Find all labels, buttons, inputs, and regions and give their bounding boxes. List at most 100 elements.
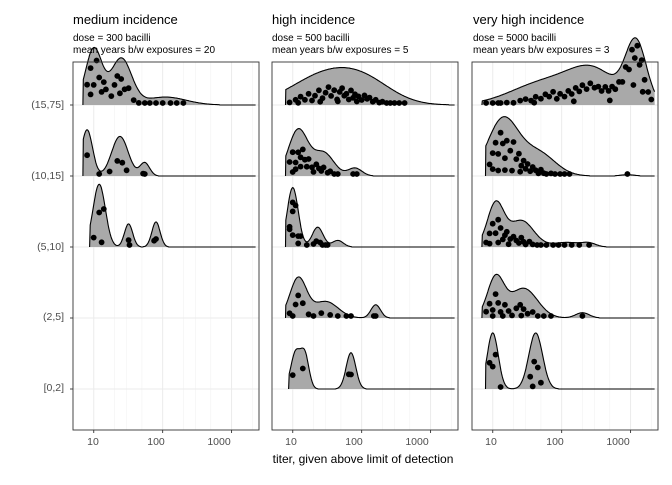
data-point <box>106 168 113 175</box>
data-point <box>561 93 568 100</box>
data-point <box>303 163 310 170</box>
data-point <box>626 66 632 73</box>
data-point <box>557 90 563 97</box>
data-point <box>553 95 560 102</box>
data-point <box>497 129 504 136</box>
data-point <box>489 313 496 319</box>
data-point <box>572 85 579 91</box>
data-point <box>502 155 508 162</box>
data-point <box>555 242 562 248</box>
data-point <box>576 242 583 248</box>
y-tick-label-0: [0,2] <box>43 382 64 394</box>
data-point <box>598 88 605 94</box>
ridge-line <box>481 200 655 248</box>
data-point <box>295 149 302 156</box>
data-point <box>299 146 306 153</box>
data-point <box>505 308 512 314</box>
data-point <box>489 166 496 173</box>
data-point <box>84 152 90 159</box>
data-point <box>631 55 638 61</box>
ridge-line <box>82 46 256 106</box>
data-point <box>141 100 148 106</box>
data-point <box>552 171 558 177</box>
data-point <box>348 371 354 378</box>
ridge-line <box>89 183 256 248</box>
data-point <box>111 82 118 88</box>
data-point <box>317 98 324 105</box>
data-point <box>586 242 592 248</box>
data-point <box>305 156 312 162</box>
data-point <box>629 46 635 53</box>
ridge-fill <box>285 187 455 247</box>
data-point <box>303 242 310 248</box>
data-point <box>353 98 360 105</box>
data-point <box>606 97 613 104</box>
panel-subtitle-3a: dose = 5000 bacilli <box>473 33 557 44</box>
data-point <box>531 358 538 365</box>
data-point <box>630 82 637 88</box>
data-point <box>295 99 302 106</box>
data-point <box>532 93 539 100</box>
data-point <box>522 165 529 172</box>
panel-title-3: very high incidence <box>473 12 585 27</box>
x-tick-p2-100: 100 <box>345 436 363 448</box>
data-point <box>146 100 153 106</box>
data-point <box>499 313 506 319</box>
data-point <box>90 82 97 88</box>
y-tick-label-2: (5,10] <box>37 241 64 253</box>
data-point <box>619 79 626 85</box>
data-point <box>153 236 159 242</box>
panel-subtitle-2b: mean years b/w exposures = 5 <box>272 45 409 56</box>
data-point <box>173 100 180 106</box>
data-point <box>370 313 377 319</box>
panel-subtitle-1a: dose = 300 bacilli <box>73 33 151 44</box>
data-point <box>538 95 544 102</box>
data-point <box>529 383 536 390</box>
data-point <box>550 242 556 248</box>
data-point <box>167 100 174 106</box>
data-point <box>550 88 556 95</box>
data-point <box>98 89 105 95</box>
data-point <box>312 92 318 99</box>
x-tick-p1-10: 10 <box>87 436 99 448</box>
data-point <box>295 240 302 247</box>
data-point <box>612 86 619 93</box>
data-point <box>540 313 547 319</box>
panel-title-1: medium incidence <box>73 12 178 27</box>
data-point <box>495 151 502 157</box>
ridge-line <box>82 129 256 177</box>
data-point <box>118 76 125 82</box>
data-point <box>292 301 299 308</box>
data-point <box>507 147 514 154</box>
data-point <box>492 230 499 237</box>
data-point <box>153 100 159 106</box>
data-point <box>522 96 529 102</box>
ridge-fill <box>481 200 655 247</box>
data-point <box>538 242 544 248</box>
data-point <box>486 161 493 168</box>
panel-border <box>72 61 260 431</box>
data-point <box>489 220 496 227</box>
data-point <box>489 363 496 370</box>
data-point <box>90 234 97 241</box>
data-point <box>543 171 550 177</box>
data-point <box>561 171 568 177</box>
data-point <box>125 237 132 244</box>
data-point <box>495 216 502 223</box>
data-point <box>348 87 354 94</box>
data-point <box>320 164 327 171</box>
data-point <box>517 301 524 308</box>
y-tick-label-1: (2,5] <box>42 311 64 323</box>
data-point <box>119 159 126 166</box>
data-point <box>318 310 325 316</box>
data-point <box>495 300 502 306</box>
ridge-fill <box>89 184 256 247</box>
data-point <box>98 239 105 246</box>
data-point <box>595 83 602 90</box>
x-axis-label: titer, given above limit of detection <box>272 452 454 466</box>
data-point <box>180 100 187 106</box>
data-point <box>483 100 489 106</box>
data-point <box>566 171 573 177</box>
data-point <box>624 171 631 177</box>
ridge-line <box>284 128 455 177</box>
